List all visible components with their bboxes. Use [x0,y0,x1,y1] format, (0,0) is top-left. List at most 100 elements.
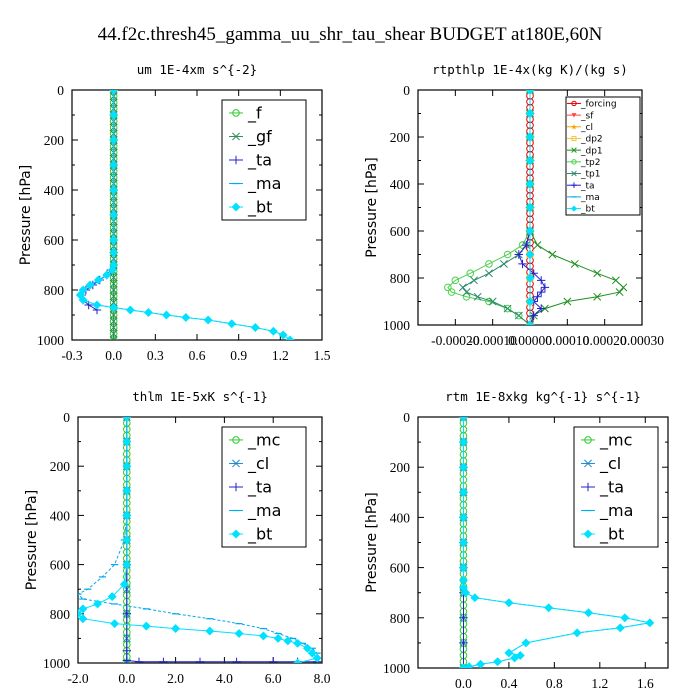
legend-label: _ta [247,478,272,498]
data-point-bt [458,437,469,447]
legend-marker [571,113,577,118]
panel-title: thlm 1E-5xK s^{-1} [132,389,267,404]
data-point-bt [122,486,132,496]
data-point-tp1 [503,304,512,313]
data-point-tp2 [485,260,493,268]
legend-label: _cl [599,454,621,474]
data-point-bt [544,603,554,613]
data-point-tp2 [462,293,471,301]
panel-title: um 1E-4xm s^{-2} [137,62,257,77]
data-point-tp2 [503,304,512,313]
data-point-ta [540,283,550,292]
data-point-gf [109,336,118,340]
legend-label: _bt [247,198,272,218]
y-tick-label: 600 [44,233,65,248]
data-point-dp1 [615,288,624,297]
legend-label: _mc [247,431,280,451]
data-point-bt [181,312,191,323]
x-tick-label: 0.0 [455,676,472,691]
data-point-tp1 [458,283,467,292]
y-axis-label: Pressure [hPa] [364,157,380,257]
data-point-bt [250,322,260,333]
series-line-tp1 [462,90,531,325]
data-point-bt [504,648,514,658]
data-point-ta [537,276,546,285]
data-point-bt [109,135,119,145]
figure-title: 44.f2c.thresh45_gamma_uu_shr_tau_shear B… [98,24,603,45]
y-tick-label: 200 [44,133,65,148]
data-point-bt [525,90,535,95]
data-point-bt [109,235,119,245]
legend: _forcing_sf _cl _dp2_dp1 _tp2 _tp1_ta _ma _bt [565,96,641,216]
legend-label: _ma [580,193,600,203]
legend-marker [571,159,577,165]
data-point-bt [458,663,469,668]
data-point-tp1 [488,297,497,306]
x-tick-label: 0.0 [105,348,122,363]
y-tick-label: 800 [50,607,71,622]
x-tick-label: 6.0 [265,671,282,686]
data-point-ta [195,657,205,663]
data-point-gf [109,292,118,301]
y-tick-label: 0 [57,83,64,98]
legend-label: _cl [580,123,593,133]
data-point-dp1 [611,276,620,285]
legend-marker [231,482,241,492]
x-tick-label: 0.00030 [620,333,664,348]
data-point-dp1 [619,283,628,292]
data-point-bt [102,270,112,280]
data-point-bt [109,210,119,220]
legend-label: _f [247,104,262,124]
x-tick-label: 0.00020 [583,333,627,348]
data-point-bt [525,179,535,189]
legend-marker [231,529,241,539]
legend-label: _ma [247,501,281,521]
data-point-tp1 [526,321,534,325]
data-point-ta [537,287,546,297]
legend-marker [231,155,241,165]
data-point-bt [458,575,469,585]
data-point-cl [122,417,131,421]
legend-marker [231,202,241,212]
legend-marker [583,529,593,539]
y-axis-label: Pressure [hPa] [364,492,380,592]
legend-label: _gf [247,127,272,147]
x-tick-label: -0.00020 [431,333,480,348]
legend-label: _ma [599,501,633,521]
data-point-bt [92,599,103,609]
x-tick-label: 0.6 [189,348,206,363]
data-point-gf [109,273,118,282]
data-point-bt [285,335,295,340]
data-point-tp1 [484,269,493,278]
x-tick-label: 2.0 [167,671,184,686]
y-tick-label: 1000 [383,318,410,333]
data-point-ta [134,657,144,663]
panels: um 1E-4xm s^{-2} Pressure [hPa] 0 200 400 600… [18,62,669,691]
data-point-bt [525,202,535,213]
data-point-bt [458,487,469,497]
legend-marker [584,459,592,468]
data-point-bt [525,108,535,119]
legend-label: _tp2 [580,158,600,168]
data-point-dp1 [548,250,557,259]
data-point-bt [78,614,88,624]
data-point-bt [475,659,486,668]
data-point-bt [293,638,303,648]
y-tick-label: 400 [390,177,411,192]
data-point-bt [85,280,95,290]
x-tick-label: -0.3 [61,348,83,363]
legend-box [565,96,641,216]
legend-marker [571,123,577,130]
y-tick-label: 600 [390,224,411,239]
legend-label: _ma [247,174,281,194]
x-tick-label: 1.5 [314,348,331,363]
x-tick-label: 0.9 [230,348,247,363]
data-point-ta [122,656,131,663]
legend-marker [571,147,577,153]
legend-label: _bt [247,525,272,545]
series-group [78,417,322,663]
legend-label: _dp2 [580,135,603,145]
data-point-gf [109,323,118,332]
data-point-bt [110,619,120,629]
x-tick-label: 0.8 [546,676,563,691]
